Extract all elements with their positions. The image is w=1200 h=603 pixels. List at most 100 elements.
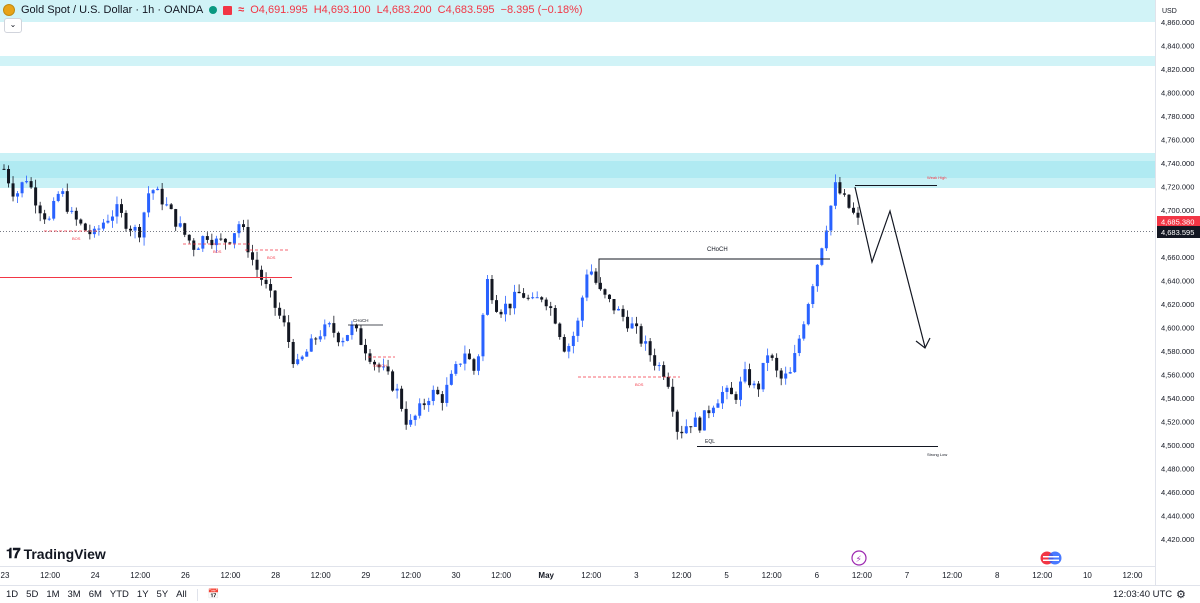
candle-body (517, 291, 521, 294)
range-1d-button[interactable]: 1D (6, 589, 19, 600)
candle-body (644, 341, 648, 344)
candle-body (391, 371, 395, 391)
candle-body (241, 224, 245, 228)
range-1y-button[interactable]: 1Y (136, 589, 149, 600)
candle-body (720, 391, 724, 404)
candle-body (684, 426, 688, 434)
candle-body (97, 228, 101, 230)
time-tick-label: 30 (452, 571, 461, 580)
candle-body (485, 279, 489, 315)
candle-body (332, 323, 336, 333)
candle-body (788, 372, 792, 374)
candle-body (395, 388, 399, 391)
gold-coin-icon (3, 4, 15, 16)
candle-body (693, 417, 697, 427)
weak-high-label: Weak High (927, 175, 947, 180)
candle-body (25, 181, 29, 183)
candle-body (603, 289, 607, 295)
candle-body (192, 240, 196, 250)
price-tick-label: 4,520.000 (1161, 418, 1194, 427)
range-6m-button[interactable]: 6M (88, 589, 102, 600)
candle-body (232, 233, 236, 244)
candle-body (2, 168, 6, 170)
candle-body (350, 324, 354, 336)
range-all-button[interactable]: All (176, 589, 187, 600)
collapse-legend-button[interactable]: ⌄ (4, 18, 22, 33)
candle-body (526, 297, 530, 299)
price-tick-label: 4,840.000 (1161, 42, 1194, 51)
candle-body (476, 356, 480, 371)
symbol-title[interactable]: Gold Spot / U.S. Dollar · 1h · OANDA (21, 4, 204, 16)
candle-body (680, 431, 684, 434)
candle-body (490, 279, 494, 301)
time-tick-label: 12:00 (671, 571, 692, 580)
candle-body (630, 323, 634, 329)
clock-readout[interactable]: 12:03:40 UTC (1113, 589, 1173, 600)
candle-body (522, 293, 526, 298)
candle-body (422, 403, 426, 406)
settings-gear-icon[interactable]: ⚙ (1176, 589, 1186, 601)
range-5d-button[interactable]: 5D (26, 589, 39, 600)
strong-low-label: Strong Low (927, 452, 947, 457)
range-1m-button[interactable]: 1M (46, 589, 60, 600)
candle-body (305, 351, 309, 357)
candle-body (133, 226, 137, 231)
candle-body (648, 341, 652, 356)
candle-body (38, 205, 42, 214)
time-tick-label: 12:00 (220, 571, 241, 580)
candle-body (739, 381, 743, 400)
candle-body (165, 204, 169, 206)
flag-icon (223, 5, 233, 15)
last-price-label: 4,683.595 (1161, 228, 1194, 237)
candle-body (16, 193, 20, 197)
candle-body (251, 252, 255, 260)
price-tick-label: 4,460.000 (1161, 488, 1194, 497)
candle-body (138, 226, 142, 238)
candle-body (662, 365, 666, 377)
candle-body (838, 182, 842, 194)
candle-body (386, 366, 390, 372)
candle-body (70, 210, 74, 212)
candle-body (11, 183, 15, 197)
svg-text:⚡: ⚡ (856, 555, 862, 565)
candle-body (504, 303, 508, 315)
candle-body (784, 373, 788, 379)
range-ytd-button[interactable]: YTD (109, 589, 129, 600)
time-tick-label: 12:00 (401, 571, 422, 580)
candle-body (147, 193, 151, 213)
candle-body (544, 299, 548, 307)
market-open-dot-icon (209, 6, 218, 14)
candle-body (540, 297, 544, 300)
candle-body (553, 308, 557, 324)
range-5y-button[interactable]: 5Y (156, 589, 169, 600)
candle-body (201, 236, 205, 249)
candle-body (499, 311, 503, 315)
candle-body (377, 364, 381, 368)
candle-body (463, 353, 467, 364)
candle-body (571, 335, 575, 347)
price-tick-label: 4,660.000 (1161, 253, 1194, 262)
candle-body (666, 376, 670, 387)
candle-body (187, 234, 191, 241)
candle-body (368, 353, 372, 362)
tv-logo-icon: 𝟏𝟕 (6, 545, 21, 561)
range-3m-button[interactable]: 3M (67, 589, 81, 600)
candle-body (454, 364, 458, 374)
price-tick-label: 4,860.000 (1161, 18, 1194, 27)
candle-body (115, 204, 119, 217)
candle-body (427, 400, 431, 406)
candle-body (300, 356, 304, 360)
candle-body (83, 223, 87, 231)
price-tick-label: 4,480.000 (1161, 465, 1194, 474)
candle-body (47, 218, 51, 220)
time-tick-label: 12:00 (1122, 571, 1143, 580)
candle-body (282, 315, 286, 323)
candle-body (436, 389, 440, 395)
calendar-range-icon[interactable]: 📅 (207, 589, 220, 600)
candle-body (359, 328, 363, 345)
time-tick-label: 10 (1083, 571, 1092, 580)
candle-body (291, 341, 295, 365)
candle-body (607, 294, 611, 300)
candle-body (815, 264, 819, 287)
